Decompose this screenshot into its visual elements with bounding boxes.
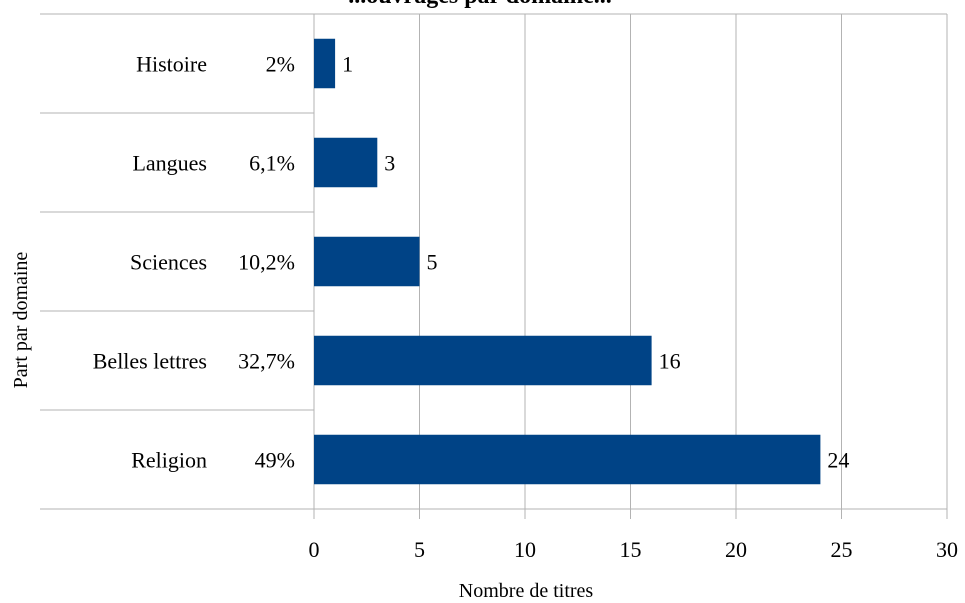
bar [314, 335, 652, 386]
chart-title: ...ouvrages par domaine... [348, 0, 612, 9]
x-tick-label: 5 [414, 537, 425, 562]
share-label: 49% [255, 448, 295, 473]
category-label: Religion [131, 448, 207, 473]
x-tick-label: 15 [620, 537, 642, 562]
bar [314, 38, 336, 89]
x-tick-label: 10 [514, 537, 536, 562]
share-label: 10,2% [238, 250, 295, 275]
share-label: 6,1% [249, 151, 295, 176]
category-labels: 2% Histoire 6,1% Langues 10,2% Sciences 32,7% B… [93, 52, 295, 473]
category-label: Histoire [136, 52, 207, 77]
category-label: Sciences [130, 250, 207, 275]
share-label: 2% [266, 52, 295, 77]
bar [314, 137, 378, 188]
y-axis-title: Part par domaine [10, 252, 32, 389]
bars: 1 3 5 16 24 [314, 38, 849, 485]
x-tick-label: 25 [831, 537, 853, 562]
category-label: Belles lettres [93, 349, 207, 374]
data-label: 5 [427, 250, 438, 275]
x-tick-label: 30 [936, 537, 958, 562]
bar [314, 434, 821, 485]
category-label: Langues [132, 151, 207, 176]
bar [314, 236, 420, 287]
data-label: 3 [384, 151, 395, 176]
x-tick-label: 0 [309, 537, 320, 562]
data-label: 1 [342, 52, 353, 77]
data-label: 24 [827, 448, 849, 473]
x-tick-labels: 0 5 10 15 20 25 30 [309, 537, 959, 562]
data-label: 16 [659, 349, 681, 374]
x-axis-title: Nombre de titres [459, 580, 594, 602]
share-label: 32,7% [238, 349, 295, 374]
x-tick-label: 20 [725, 537, 747, 562]
